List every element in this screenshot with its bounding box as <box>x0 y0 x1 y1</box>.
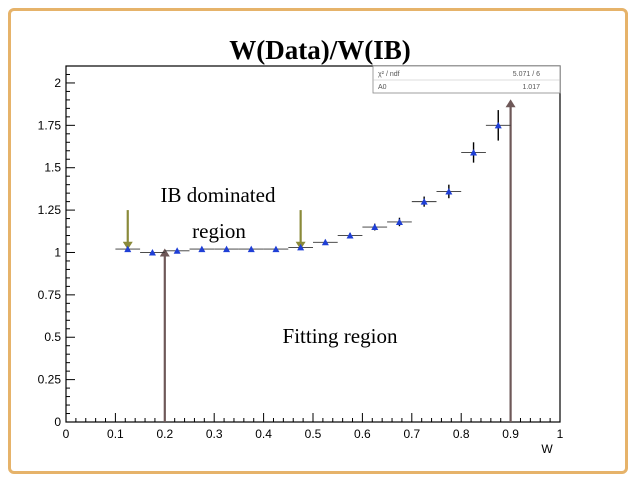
chart-title: W(Data)/W(IB) <box>229 35 410 65</box>
y-tick-label: 2 <box>54 76 61 90</box>
y-tick-label: 0.75 <box>38 288 62 302</box>
y-tick-label: 1.75 <box>38 118 62 132</box>
x-tick-label: 0.2 <box>156 427 173 441</box>
point-marker <box>148 248 156 256</box>
point-marker <box>247 245 255 253</box>
x-axis-label: W <box>541 442 553 456</box>
x-tick-label: 0.1 <box>107 427 124 441</box>
point-marker <box>346 232 354 239</box>
y-tick-label: 0 <box>54 415 61 429</box>
x-tick-label: 1 <box>557 427 564 441</box>
x-tick-label: 0.3 <box>206 427 223 441</box>
data-point <box>189 245 215 253</box>
data-point <box>461 142 486 163</box>
x-tick-label: 0.4 <box>255 427 272 441</box>
data-point <box>313 238 338 246</box>
data-point <box>115 245 141 253</box>
x-tick-label: 0.5 <box>305 427 322 441</box>
stats-row-2-label: A0 <box>378 84 387 91</box>
data-point <box>263 245 289 253</box>
x-tick-label: 0.7 <box>403 427 420 441</box>
plot-area-border <box>65 65 561 423</box>
point-marker <box>445 187 453 195</box>
stats-row-1-value: 5.071 / 6 <box>513 71 540 78</box>
point-marker <box>371 223 379 231</box>
data-point <box>214 245 239 253</box>
x-tick-label: 0 <box>63 427 70 441</box>
annotation-region: region <box>192 219 246 243</box>
x-tick-label: 0.6 <box>354 427 371 441</box>
point-marker <box>272 245 280 253</box>
stats-box: χ² / ndf 5.071 / 6 A0 1.017 <box>372 65 561 94</box>
axes: 0 0.1 0.2 0.3 0.4 0.5 0.6 0.7 0.8 0.9 1 0 0.25 0.5 0.7… <box>38 65 564 441</box>
x-tick-label: 0.9 <box>502 427 519 441</box>
stats-row-2-value: 1.017 <box>522 84 540 91</box>
data-point <box>362 223 388 231</box>
y-tick-label: 1.25 <box>38 203 62 217</box>
point-marker <box>494 121 502 129</box>
y-tick-label: 0.5 <box>44 330 61 344</box>
data-point <box>485 110 511 141</box>
y-tick-label: 0.25 <box>38 373 62 387</box>
y-tick-label: 1.5 <box>44 161 61 175</box>
data-point <box>164 247 190 254</box>
data-point <box>411 196 437 207</box>
data-point <box>288 243 313 251</box>
y-tick-label: 1 <box>54 245 61 259</box>
data-points <box>115 110 511 256</box>
data-point <box>140 248 165 256</box>
point-marker <box>321 238 329 246</box>
point-marker <box>297 243 305 251</box>
data-point <box>337 232 363 239</box>
x-tick-label: 0.8 <box>453 427 470 441</box>
data-point <box>238 245 264 253</box>
arrows <box>122 99 516 422</box>
point-marker <box>395 218 403 225</box>
stats-row-1-label: χ² / ndf <box>378 71 400 78</box>
annotation-ib-dominated: IB dominated <box>161 183 276 207</box>
point-marker <box>198 245 206 253</box>
annotation-fitting-region: Fitting region <box>283 324 398 348</box>
data-point <box>436 184 462 199</box>
point-marker <box>470 148 478 156</box>
point-marker <box>173 247 181 254</box>
point-marker <box>124 245 132 253</box>
point-marker <box>420 198 428 205</box>
point-marker <box>223 245 231 253</box>
data-point <box>387 217 412 227</box>
